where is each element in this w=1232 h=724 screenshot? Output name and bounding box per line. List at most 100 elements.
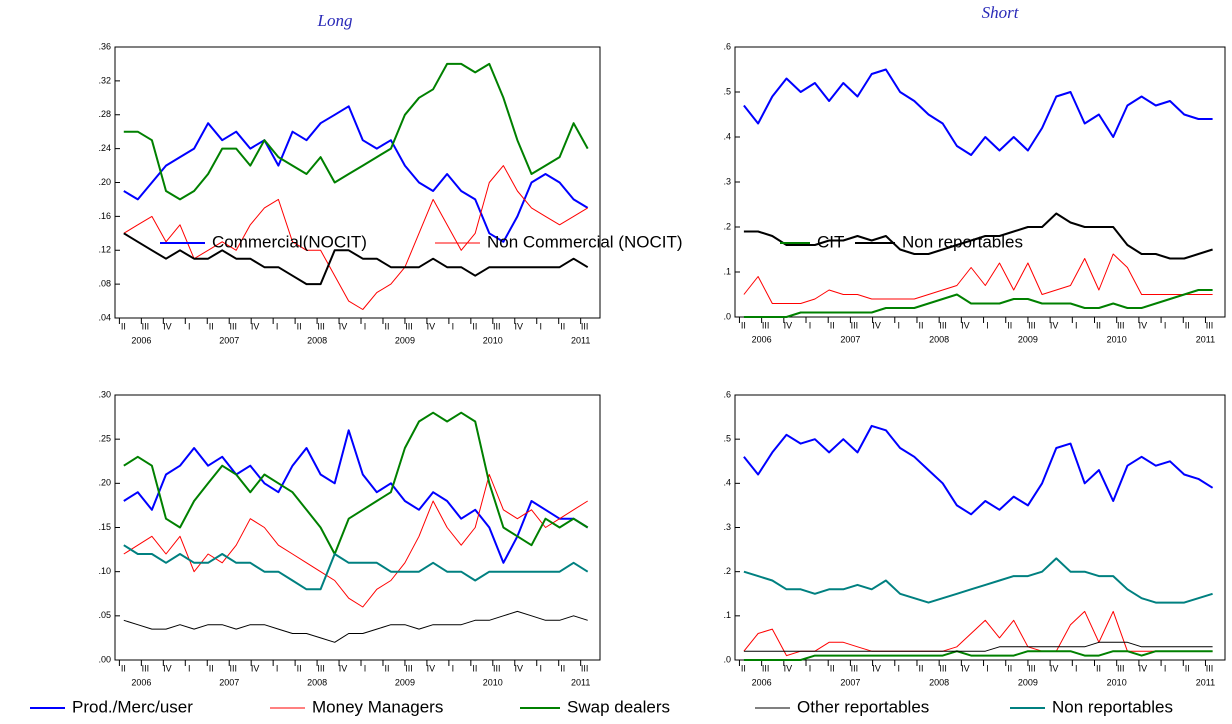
series-line xyxy=(123,105,589,243)
panel-subtitle: Long xyxy=(317,11,353,30)
x-tick-label: II xyxy=(384,663,389,673)
x-tick-label: II xyxy=(560,321,565,331)
panel-subtitle: Short xyxy=(982,3,1020,22)
legend-label: Non Commercial (NOCIT) xyxy=(487,232,683,251)
x-tick-label: III xyxy=(851,663,859,673)
x-tick-label: II xyxy=(918,320,923,330)
x-tick-label: III xyxy=(1117,320,1125,330)
x-tick-label: I xyxy=(188,663,191,673)
y-tick-label: .0 xyxy=(723,311,731,321)
series-line xyxy=(743,650,1213,661)
x-tick-label: II xyxy=(1096,320,1101,330)
series-line xyxy=(743,557,1213,604)
series-line xyxy=(123,429,589,564)
x-tick-label: II xyxy=(830,320,835,330)
x-tick-label: I xyxy=(364,663,367,673)
x-tick-label: I xyxy=(452,321,455,331)
x-tick-label: I xyxy=(986,320,989,330)
year-label: 2010 xyxy=(483,335,503,345)
year-label: 2010 xyxy=(483,677,503,687)
series-line xyxy=(123,62,589,201)
x-tick-label: II xyxy=(121,663,126,673)
y-tick-label: .6 xyxy=(723,389,731,399)
x-tick-label: III xyxy=(229,663,237,673)
x-tick-label: III xyxy=(851,320,859,330)
x-tick-label: IV xyxy=(1139,663,1148,673)
series-line xyxy=(123,544,589,591)
series-line xyxy=(743,289,1213,318)
plot-frame xyxy=(734,394,1226,661)
year-label: 2007 xyxy=(840,677,860,687)
year-label: 2010 xyxy=(1107,677,1127,687)
y-tick-label: .15 xyxy=(98,522,111,532)
year-label: 2011 xyxy=(571,677,590,687)
legend-label: Other reportables xyxy=(797,697,929,716)
year-label: 2008 xyxy=(307,677,327,687)
y-tick-label: .1 xyxy=(723,610,731,620)
x-tick-label: II xyxy=(209,321,214,331)
x-tick-label: I xyxy=(1075,320,1078,330)
legend-label: Commercial(NOCIT) xyxy=(212,232,367,251)
legend-label: Swap dealers xyxy=(567,697,670,716)
x-tick-label: IV xyxy=(784,663,793,673)
x-tick-label: IV xyxy=(1050,320,1059,330)
y-tick-label: .6 xyxy=(723,41,731,51)
year-label: 2006 xyxy=(131,677,151,687)
plot-frame xyxy=(114,46,601,319)
year-label: 2006 xyxy=(752,677,772,687)
series-line xyxy=(123,610,588,643)
year-label: 2011 xyxy=(1196,677,1215,687)
x-tick-label: III xyxy=(939,663,947,673)
year-label: 2009 xyxy=(1018,677,1038,687)
y-tick-label: .16 xyxy=(98,211,111,221)
y-tick-label: .36 xyxy=(98,41,111,51)
y-tick-label: .10 xyxy=(98,566,111,576)
x-tick-label: IV xyxy=(1139,320,1148,330)
x-tick-label: IV xyxy=(961,320,970,330)
x-tick-label: III xyxy=(142,663,150,673)
x-tick-label: III xyxy=(581,663,589,673)
x-tick-label: II xyxy=(918,663,923,673)
x-tick-label: I xyxy=(276,663,279,673)
x-tick-label: I xyxy=(188,321,191,331)
year-label: 2009 xyxy=(395,677,415,687)
x-tick-label: III xyxy=(493,663,501,673)
y-tick-label: .24 xyxy=(98,143,111,153)
x-tick-label: IV xyxy=(427,663,436,673)
x-tick-label: II xyxy=(209,663,214,673)
x-tick-label: II xyxy=(1096,663,1101,673)
x-tick-label: I xyxy=(539,321,542,331)
y-tick-label: .05 xyxy=(98,610,111,620)
x-tick-label: II xyxy=(472,321,477,331)
x-tick-label: III xyxy=(405,663,413,673)
x-tick-label: IV xyxy=(163,663,172,673)
x-tick-label: IV xyxy=(784,320,793,330)
x-tick-label: IV xyxy=(251,321,260,331)
y-tick-label: .25 xyxy=(98,434,111,444)
year-label: 2007 xyxy=(219,335,239,345)
x-tick-label: III xyxy=(317,321,325,331)
series-line xyxy=(743,212,1213,260)
series-line xyxy=(123,165,588,310)
x-tick-label: I xyxy=(1164,320,1167,330)
x-tick-label: IV xyxy=(163,321,172,331)
x-tick-label: II xyxy=(741,320,746,330)
series-line xyxy=(743,253,1213,304)
x-tick-label: I xyxy=(1075,663,1078,673)
x-tick-label: II xyxy=(560,663,565,673)
legend-label: Prod./Merc/user xyxy=(72,697,193,716)
y-tick-label: .0 xyxy=(723,654,731,664)
x-tick-label: III xyxy=(405,321,413,331)
x-tick-label: III xyxy=(1028,663,1036,673)
series-line xyxy=(743,424,1214,516)
x-tick-label: III xyxy=(142,321,150,331)
y-tick-label: .3 xyxy=(723,522,731,532)
y-tick-label: .04 xyxy=(98,312,111,322)
series-line xyxy=(743,610,1213,657)
x-tick-label: I xyxy=(809,663,812,673)
y-tick-label: .4 xyxy=(723,478,731,488)
year-label: 2006 xyxy=(752,334,772,344)
x-tick-label: II xyxy=(472,663,477,673)
y-tick-label: .00 xyxy=(98,654,111,664)
x-tick-label: III xyxy=(939,320,947,330)
